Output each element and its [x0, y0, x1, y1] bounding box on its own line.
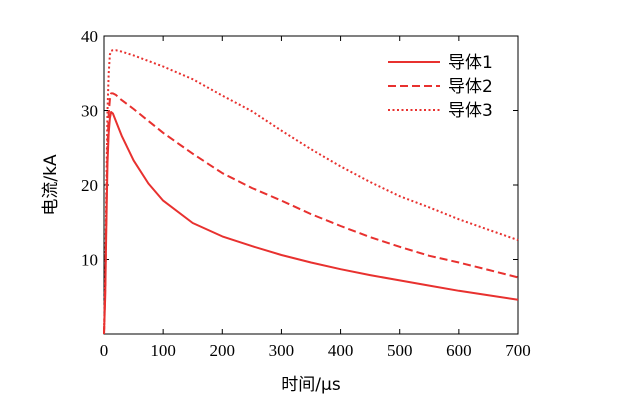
legend: 导体1 导体2 导体3 [388, 53, 493, 121]
series-line-2 [103, 92, 519, 335]
x-axis-ticks: 0 100 200 300 400 500 600 700 [100, 36, 531, 360]
x-axis-title: 时间/μs [281, 375, 341, 395]
x-tick-label: 600 [446, 341, 472, 360]
series-layer [103, 49, 519, 335]
y-tick-label: 10 [81, 251, 98, 270]
series-line-1 [103, 111, 519, 335]
series-line-3 [103, 49, 519, 335]
y-axis-ticks: 10 20 30 40 [81, 27, 518, 270]
legend-label-3: 导体3 [448, 101, 493, 121]
y-tick-label: 40 [81, 27, 98, 46]
x-tick-label: 0 [100, 341, 109, 360]
y-tick-label: 20 [81, 176, 98, 195]
y-tick-label: 30 [81, 102, 98, 121]
x-tick-label: 300 [269, 341, 295, 360]
legend-label-1: 导体1 [448, 53, 493, 73]
x-tick-label: 200 [210, 341, 236, 360]
legend-label-2: 导体2 [448, 77, 493, 97]
x-tick-label: 700 [505, 341, 531, 360]
y-axis-title: 电流/kA [41, 154, 61, 216]
x-tick-label: 500 [387, 341, 413, 360]
x-tick-label: 100 [150, 341, 176, 360]
x-tick-label: 400 [328, 341, 354, 360]
